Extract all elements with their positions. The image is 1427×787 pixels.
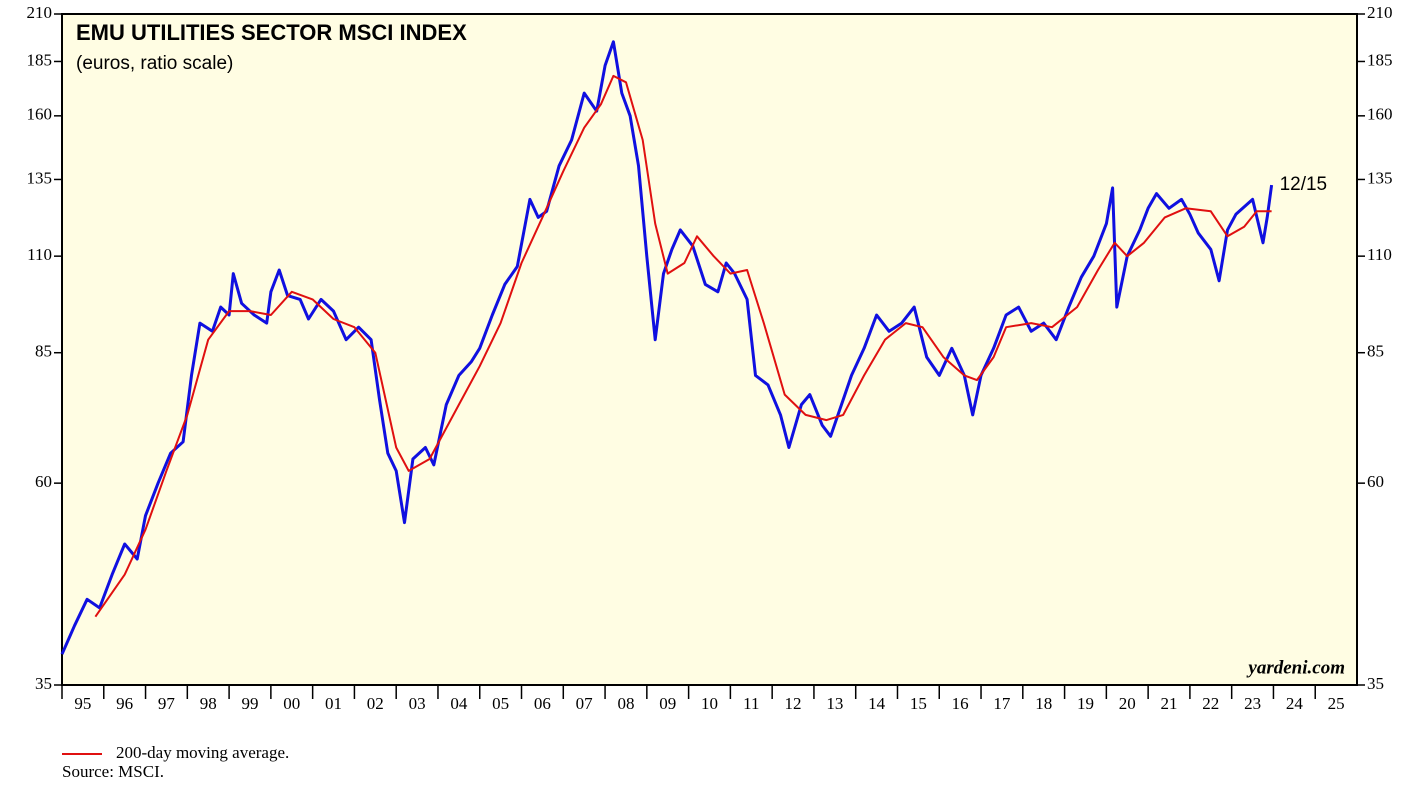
x-tick-label: 22	[1202, 694, 1219, 713]
legend-label: 200-day moving average.	[116, 743, 289, 762]
x-tick-label: 15	[910, 694, 927, 713]
x-tick-label: 11	[743, 694, 759, 713]
series-line	[94, 74, 1272, 618]
chart-subtitle: (euros, ratio scale)	[76, 53, 233, 74]
x-tick-label: 06	[534, 694, 551, 713]
x-tick-label: 09	[659, 694, 676, 713]
y-tick-label: 35	[35, 674, 52, 693]
y2-tick-label: 60	[1367, 472, 1384, 491]
x-tick-label: 17	[993, 694, 1011, 713]
x-tick-label: 24	[1286, 694, 1304, 713]
x-tick-label: 96	[116, 694, 133, 713]
x-tick-label: 16	[952, 694, 969, 713]
y-tick-label: 160	[27, 105, 53, 124]
y2-tick-label: 110	[1367, 245, 1392, 264]
y2-tick-label: 160	[1367, 105, 1393, 124]
y-tick-label: 185	[27, 50, 53, 69]
x-tick-label: 07	[576, 694, 594, 713]
end-annotation: 12/15	[1280, 174, 1328, 195]
y2-tick-label: 185	[1367, 50, 1393, 69]
x-tick-label: 05	[492, 694, 509, 713]
chart-title: EMU UTILITIES SECTOR MSCI INDEX	[76, 20, 467, 45]
y2-tick-label: 135	[1367, 168, 1393, 187]
y-tick-label: 60	[35, 472, 52, 491]
x-tick-label: 95	[74, 694, 91, 713]
x-tick-label: 13	[826, 694, 843, 713]
x-tick-label: 03	[409, 694, 426, 713]
x-tick-label: 10	[701, 694, 718, 713]
y2-tick-label: 85	[1367, 342, 1384, 361]
x-tick-label: 20	[1119, 694, 1136, 713]
plot-area	[61, 13, 1358, 686]
y2-tick-label: 35	[1367, 674, 1384, 693]
y-tick-label: 210	[27, 3, 53, 22]
x-tick-label: 04	[450, 694, 468, 713]
x-tick-label: 12	[785, 694, 802, 713]
watermark: yardeni.com	[1246, 657, 1345, 678]
x-tick-label: 18	[1035, 694, 1052, 713]
y-tick-label: 135	[27, 168, 53, 187]
x-tick-label: 08	[617, 694, 634, 713]
x-tick-label: 14	[868, 694, 886, 713]
x-tick-label: 97	[158, 694, 176, 713]
x-tick-label: 23	[1244, 694, 1261, 713]
y2-tick-label: 210	[1367, 3, 1393, 22]
x-tick-label: 02	[367, 694, 384, 713]
source: Source: MSCI.	[62, 762, 164, 781]
x-tick-label: 19	[1077, 694, 1094, 713]
y-tick-label: 110	[27, 245, 52, 264]
x-tick-label: 25	[1328, 694, 1345, 713]
x-tick-label: 00	[283, 694, 300, 713]
y-tick-label: 85	[35, 342, 52, 361]
x-tick-label: 21	[1161, 694, 1178, 713]
series-line	[60, 40, 1274, 655]
x-tick-label: 99	[241, 694, 258, 713]
x-tick-label: 98	[200, 694, 217, 713]
x-tick-label: 01	[325, 694, 342, 713]
